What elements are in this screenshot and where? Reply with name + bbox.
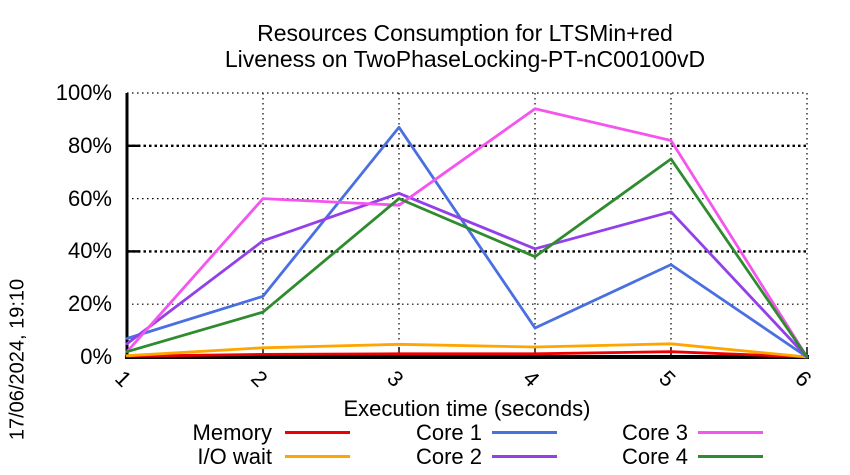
legend-label-i-o-wait: I/O wait xyxy=(197,444,272,469)
legend-swatch-core-2 xyxy=(492,455,557,458)
y-tick-label-20: 20% xyxy=(67,291,112,317)
legend-swatch-core-3 xyxy=(698,431,763,434)
legend-swatch-core-1 xyxy=(492,431,557,434)
legend-label-memory: Memory xyxy=(192,420,272,445)
legend-label-core-2: Core 2 xyxy=(415,444,482,469)
chart-title-line1: Resources Consumption for LTSMin+red xyxy=(257,20,673,46)
legend-swatch-core-4 xyxy=(698,455,763,458)
y-tick-label-80: 80% xyxy=(67,132,112,158)
y-tick-label-60: 60% xyxy=(67,185,112,211)
legend-label-core-4: Core 4 xyxy=(621,444,688,469)
chart-title-line2: Liveness on TwoPhaseLocking-PT-nC00100vD xyxy=(224,46,706,72)
y-tick-label-100: 100% xyxy=(55,80,112,105)
y-tick-label-0: 0% xyxy=(80,344,112,369)
series-line-i-o-wait xyxy=(125,342,809,359)
x-axis-label: Execution time (seconds) xyxy=(343,396,591,421)
series-line-core-2 xyxy=(125,191,809,359)
legend-label-core-3: Core 3 xyxy=(621,420,688,445)
series-line-core-3 xyxy=(125,107,809,359)
y-tick-label-40: 40% xyxy=(67,238,112,264)
series-line-memory xyxy=(125,350,809,359)
series-line-core-4 xyxy=(125,157,809,359)
legend-swatch-i-o-wait xyxy=(285,455,350,458)
legend-label-core-1: Core 1 xyxy=(415,420,482,445)
legend-swatch-memory xyxy=(285,431,350,434)
